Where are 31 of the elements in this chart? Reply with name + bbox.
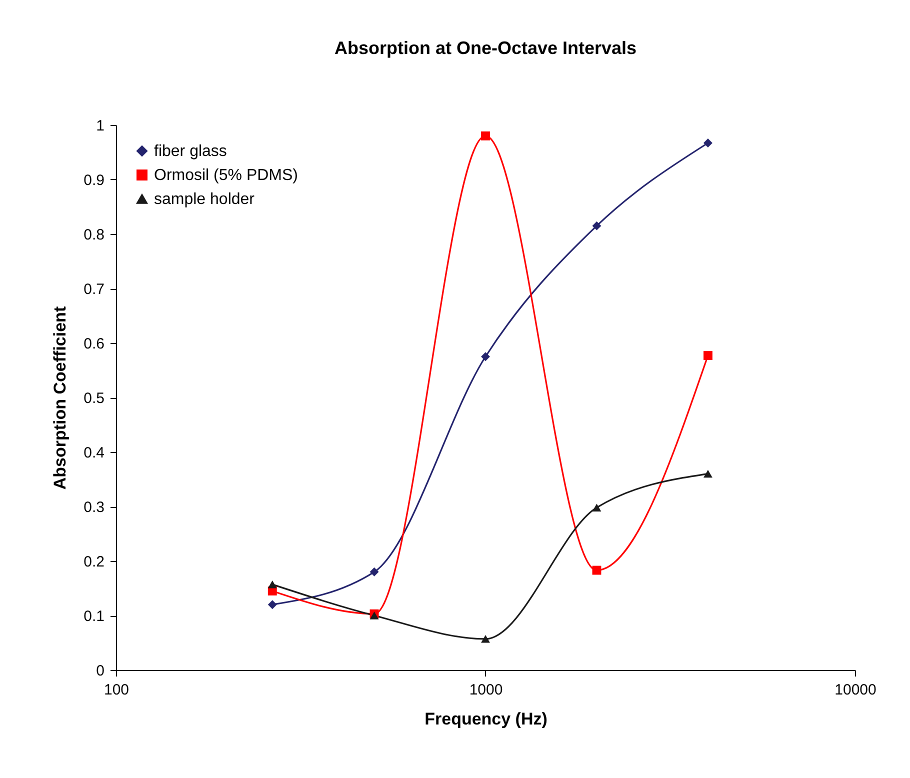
x-axis-title: Frequency (Hz) [424,710,548,728]
y-tick-label: 0.1 [84,608,104,625]
point [703,470,712,478]
y-tick-label: 0 [96,662,104,680]
point [592,566,602,575]
point [481,635,490,643]
legend-label: Ormosil (5% PDMS) [154,167,298,184]
point [703,351,712,360]
point [592,504,602,512]
point [481,352,490,362]
point [592,221,602,230]
legend-label: sample holder [154,191,256,208]
legend-label: fiber glass [154,143,227,160]
y-axis-title: Absorption Coefficient [50,306,70,490]
point [481,131,490,140]
point [370,612,379,620]
x-tick-label: 100 [104,682,130,698]
y-tick-label: 0.9 [84,172,104,189]
y-tick-label: 0.7 [84,281,104,298]
point [703,138,712,148]
point [370,567,379,576]
y-tick-label: 0.6 [84,336,104,352]
chart-title: Absorption at One-Octave Intervals [334,38,637,58]
y-tick-label: 0.2 [84,554,104,570]
y-tick-label: 1 [96,118,104,134]
y-tick-label: 0.5 [84,390,104,407]
y-tick-label: 0.4 [84,444,104,462]
x-tick-label: 1000 [469,682,503,698]
y-tick-label: 0.8 [84,226,104,244]
x-tick-label: 10000 [834,682,876,698]
y-tick-label: 0.3 [84,499,104,516]
